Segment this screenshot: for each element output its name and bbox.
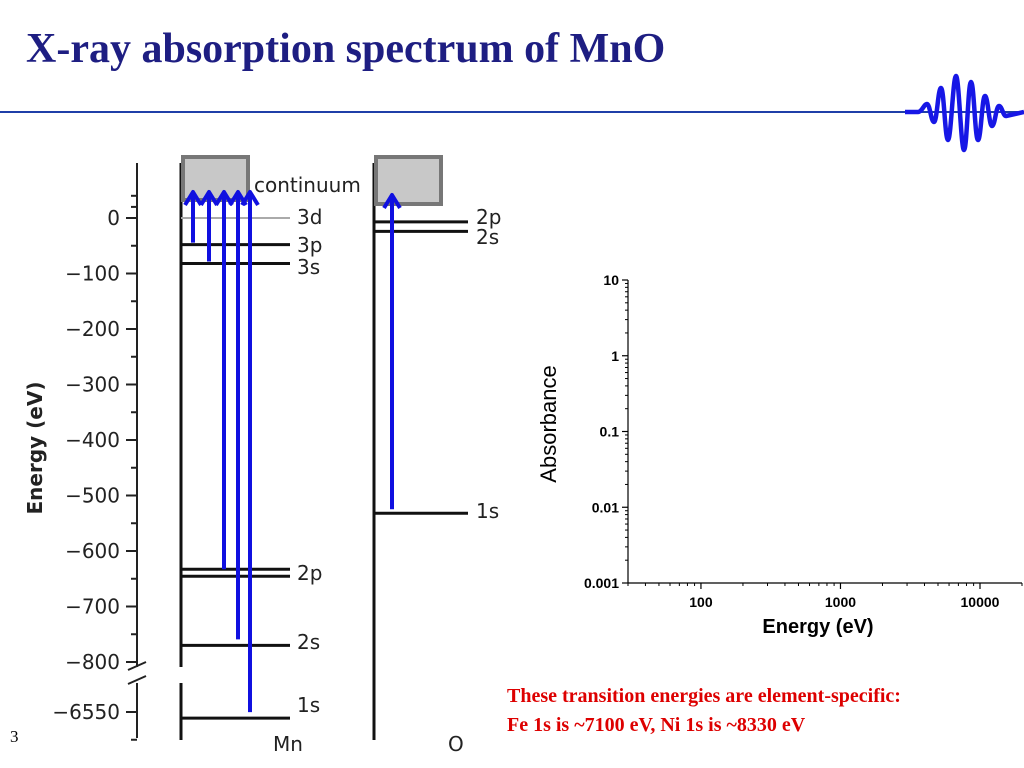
energy-level-diagram: Energy (eV) 0 −100 −200 −300 −400 −500 −600 −70… (23, 155, 501, 756)
mn-element-label: Mn (273, 732, 303, 756)
mn-level-label: 2p (297, 561, 322, 585)
energy-tick-label: −800 (65, 650, 120, 674)
chart-y-tick-label: 0.1 (600, 424, 620, 440)
energy-tick-label: −700 (65, 595, 120, 619)
chart-x-tick-label: 10000 (961, 594, 1000, 610)
chart-ticks: 10 1 0.1 0.01 0.001 100 1000 10000 (584, 272, 1023, 610)
transition-arrows (183, 190, 402, 713)
arrow-head-icon (214, 190, 234, 207)
o-level-label: 2p (476, 205, 501, 229)
o-level-label: 1s (476, 499, 499, 523)
note-line-2: Fe 1s is ~7100 eV, Ni 1s is ~8330 eV (507, 714, 806, 736)
chart-y-tick-label: 1 (611, 348, 619, 364)
o-continuum-box (374, 155, 443, 206)
chart-x-tick-label: 1000 (825, 594, 856, 610)
energy-ticks: 0 −100 −200 −300 −400 −500 −600 −700 −800 −6550 (52, 194, 137, 741)
element-specific-note: These transition energies are element-sp… (507, 682, 901, 740)
energy-tick-label: −6550 (52, 700, 120, 724)
energy-tick-label: −100 (65, 262, 120, 286)
mn-level-label: 2s (297, 630, 320, 654)
energy-tick-label: −600 (65, 539, 120, 563)
mn-level-label: 3p (297, 233, 322, 257)
mn-level-label: 1s (297, 693, 320, 717)
energy-tick-label: −200 (65, 317, 120, 341)
arrow-head-icon (183, 190, 203, 207)
slide-title: X-ray absorption spectrum of MnO (26, 26, 666, 72)
arrow-head-icon (199, 190, 219, 207)
mn-level-label: 3d (297, 205, 322, 229)
chart-x-tick-label: 100 (689, 594, 713, 610)
energy-tick-label: −300 (65, 373, 120, 397)
mn-level-label: 3s (297, 255, 320, 279)
title-divider (0, 111, 1024, 113)
energy-tick-label: −500 (65, 484, 120, 508)
chart-y-tick-label: 0.001 (584, 575, 619, 591)
slide-number: 3 (10, 727, 19, 746)
chart-y-tick-label: 0.01 (592, 499, 619, 515)
o-element-label: O (448, 732, 464, 756)
o-level-label: 2s (476, 225, 499, 249)
energy-tick-label: 0 (107, 206, 120, 230)
wave-logo-icon (905, 73, 1024, 153)
energy-axis-title: Energy (eV) (23, 382, 47, 515)
arrow-head-icon (382, 193, 402, 210)
chart-y-tick-label: 10 (603, 272, 619, 288)
absorbance-chart: 10 1 0.1 0.01 0.001 100 1000 10000 Absorbance E… (536, 272, 1023, 638)
continuum-label: continuum (254, 173, 361, 197)
energy-tick-label: −400 (65, 428, 120, 452)
axis-break-mark (127, 661, 147, 671)
chart-y-label: Absorbance (536, 365, 561, 482)
note-line-1: These transition energies are element-sp… (507, 685, 901, 707)
chart-x-label: Energy (eV) (762, 616, 873, 638)
arrow-head-icon (240, 190, 260, 207)
axis-break-mark (127, 675, 147, 685)
